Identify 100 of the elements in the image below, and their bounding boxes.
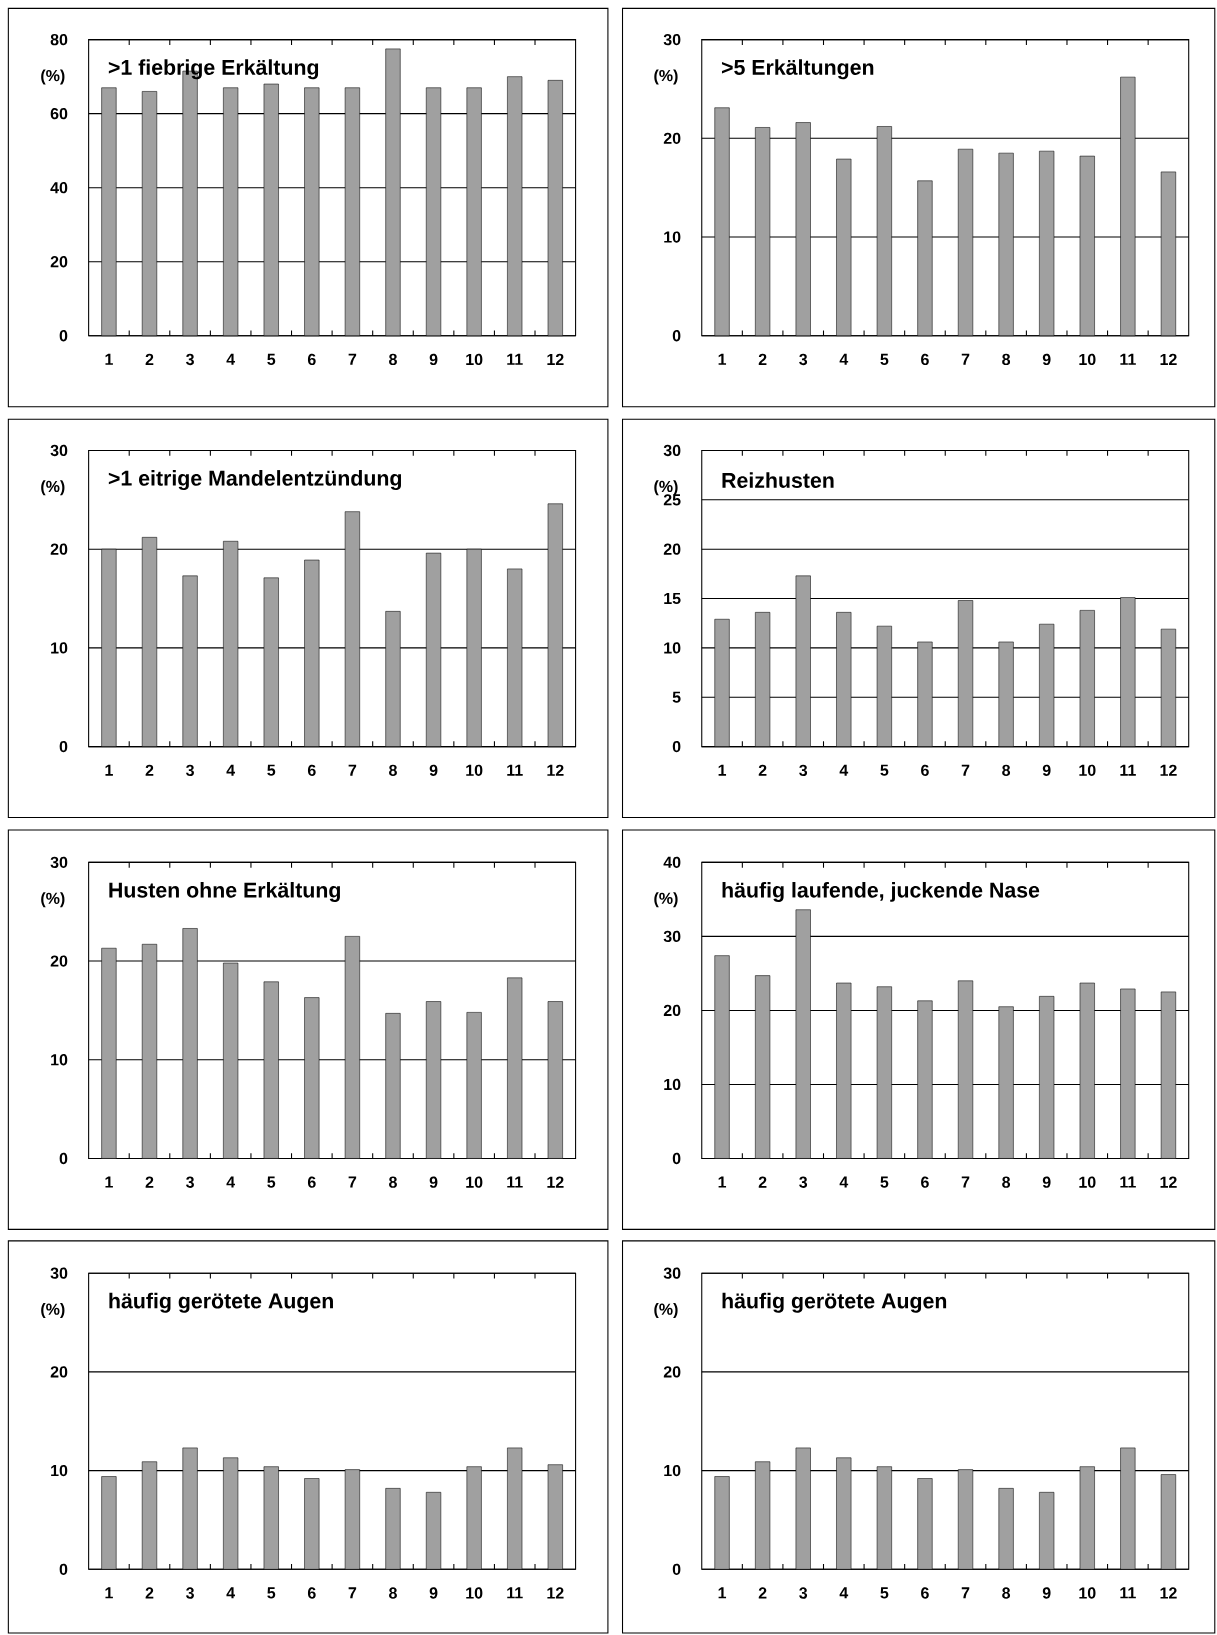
x-tick-label: 8 (1002, 1587, 1011, 1599)
y-tick-label: 20 (50, 543, 68, 555)
text: Reizhusten (722, 472, 834, 488)
x-tick-label: 9 (1042, 1176, 1051, 1188)
y-tick-label: 0 (672, 330, 681, 342)
x-tick-label: 4 (226, 1176, 236, 1188)
y-tick-label: 10 (51, 1464, 68, 1477)
y-tick-label: 25 (663, 494, 681, 506)
x-tick-label: 7 (348, 1587, 357, 1599)
y-axis-title: (%) (41, 892, 65, 908)
x-tick-label: 3 (799, 353, 808, 366)
y-tick-label: 10 (664, 1078, 681, 1091)
x-tick-label: 4 (839, 764, 849, 776)
text: Husten ohne Erkältung (109, 881, 341, 902)
y-axis-title: (%) (41, 69, 65, 85)
x-tick-label: 2 (758, 353, 767, 365)
y-axis-title: (%) (654, 480, 678, 496)
x-tick-label: 2 (758, 1176, 767, 1188)
y-tick-label: 0 (672, 1152, 681, 1165)
y-tick-label: 30 (663, 33, 681, 46)
x-tick-label: 12 (1160, 353, 1177, 365)
x-tick-label: 11 (1120, 764, 1136, 776)
x-tick-label: 9 (1042, 353, 1051, 366)
y-tick-label: 10 (51, 642, 68, 654)
x-tick-label: 10 (466, 764, 483, 776)
x-tick-label: 11 (1120, 1176, 1136, 1188)
x-tick-label: 1 (718, 353, 727, 365)
y-tick-label: 20 (663, 132, 681, 144)
x-tick-label: 7 (348, 353, 357, 365)
x-tick-label: 5 (880, 353, 889, 365)
x-tick-label: 12 (1160, 1587, 1177, 1599)
y-tick-label: 20 (50, 256, 68, 268)
x-tick-label: 2 (145, 1176, 154, 1188)
y-axis-title: (%) (654, 1303, 678, 1318)
text: >1 fiebrige Erkältung (108, 59, 319, 80)
x-tick-label: 12 (547, 353, 564, 365)
x-tick-label: 5 (267, 1176, 276, 1188)
x-tick-label: 5 (267, 353, 276, 365)
x-tick-label: 7 (961, 353, 970, 365)
x-tick-label: 11 (507, 764, 523, 776)
x-tick-label: 8 (389, 764, 397, 776)
y-tick-label: 0 (672, 1563, 681, 1575)
x-tick-label: 12 (1160, 764, 1177, 776)
x-tick-label: 6 (921, 1176, 929, 1188)
x-tick-label: 7 (961, 1176, 970, 1188)
x-tick-label: 3 (186, 353, 195, 366)
x-tick-label: 6 (921, 353, 929, 366)
x-tick-label: 3 (799, 1176, 808, 1188)
x-tick-label: 9 (429, 1176, 438, 1188)
y-tick-label: 15 (664, 592, 681, 605)
y-tick-label: 60 (50, 108, 68, 120)
x-tick-label: 6 (308, 764, 316, 776)
y-tick-label: 30 (663, 1267, 681, 1279)
x-tick-label: 1 (718, 764, 727, 776)
x-tick-label: 5 (880, 1587, 889, 1599)
x-tick-label: 8 (1002, 353, 1011, 366)
y-tick-label: 0 (59, 1152, 68, 1165)
x-tick-label: 4 (839, 1587, 849, 1599)
x-tick-label: 10 (1079, 1176, 1096, 1188)
y-tick-label: 20 (663, 543, 681, 555)
x-tick-label: 3 (186, 1176, 195, 1188)
x-tick-label: 11 (507, 1587, 523, 1599)
x-tick-label: 8 (1002, 1176, 1011, 1188)
x-tick-label: 1 (105, 764, 113, 776)
y-tick-label: 30 (50, 1267, 68, 1279)
y-tick-label: 0 (59, 740, 68, 753)
x-tick-label: 1 (105, 353, 113, 365)
x-tick-label: 1 (105, 1176, 113, 1188)
x-tick-label: 5 (267, 764, 276, 776)
y-tick-label: 30 (663, 444, 681, 457)
x-tick-label: 12 (547, 764, 564, 776)
x-tick-label: 10 (1079, 764, 1096, 776)
x-tick-label: 8 (389, 353, 397, 366)
y-tick-label: 0 (59, 330, 68, 342)
y-tick-label: 0 (672, 740, 681, 753)
y-tick-label: 10 (664, 231, 681, 243)
x-tick-label: 9 (1042, 764, 1051, 776)
x-tick-label: 6 (308, 1587, 316, 1599)
x-tick-label: 5 (267, 1587, 276, 1599)
y-tick-label: 30 (50, 856, 68, 869)
y-axis-title: (%) (41, 1303, 65, 1318)
text: häufig laufende, juckende Nase (722, 881, 1040, 902)
x-tick-label: 10 (466, 1176, 483, 1188)
x-tick-label: 11 (1120, 353, 1136, 365)
text: >5 Erkältungen (722, 59, 874, 80)
y-tick-label: 20 (663, 1004, 681, 1017)
x-tick-label: 9 (429, 764, 438, 776)
x-tick-label: 3 (186, 764, 195, 776)
y-tick-label: 10 (664, 642, 681, 654)
x-tick-label: 3 (799, 1587, 808, 1599)
x-tick-label: 3 (186, 1587, 195, 1599)
x-tick-label: 1 (718, 1176, 727, 1188)
x-tick-label: 4 (226, 353, 236, 365)
x-tick-label: 2 (758, 764, 767, 776)
y-tick-label: 20 (50, 1366, 68, 1378)
x-tick-label: 11 (507, 353, 523, 365)
x-tick-label: 6 (921, 1587, 929, 1599)
x-tick-label: 12 (547, 1176, 564, 1188)
y-axis-title: (%) (654, 892, 678, 908)
x-tick-label: 10 (466, 353, 483, 366)
